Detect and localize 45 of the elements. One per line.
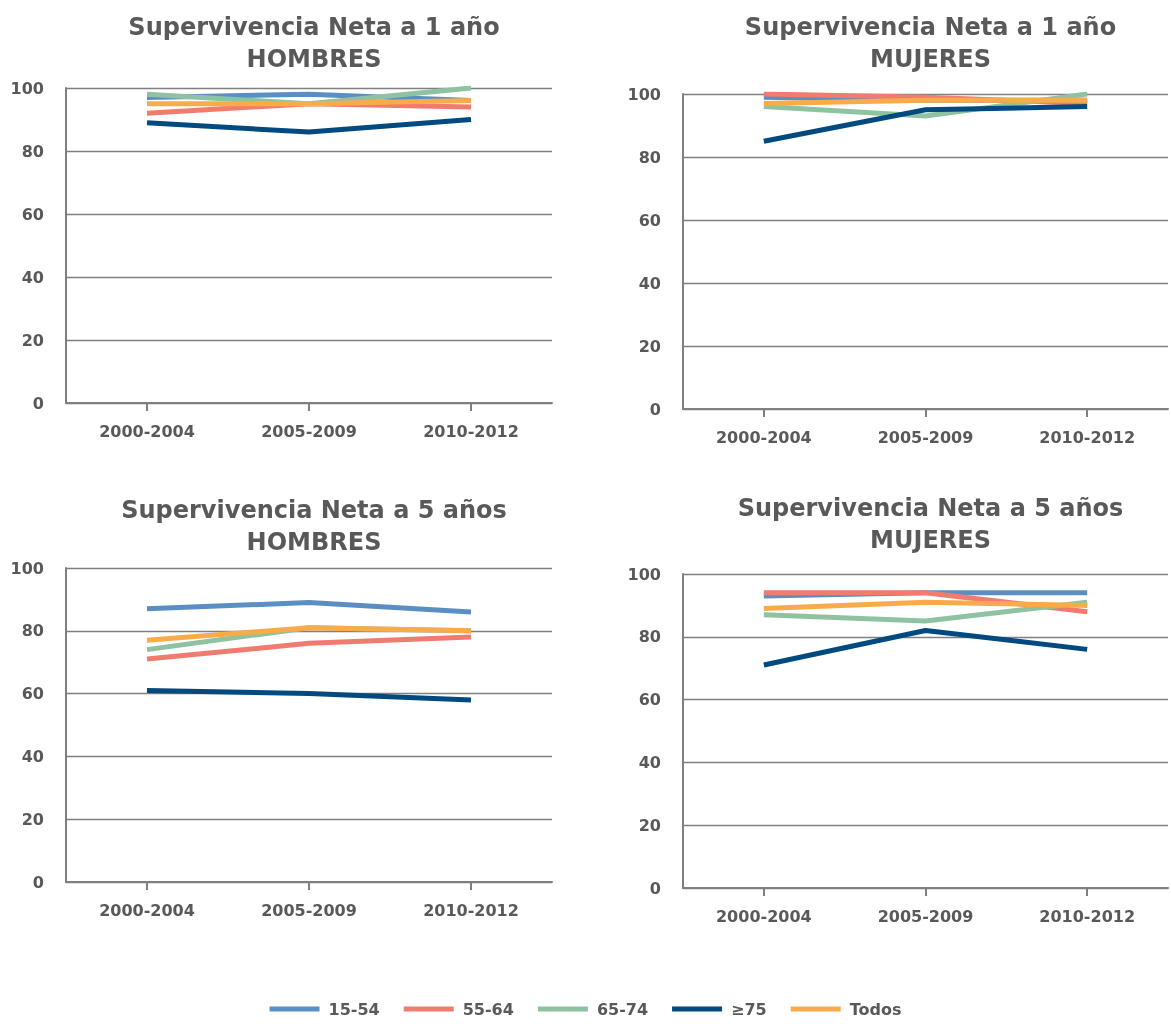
legend-label: Todos bbox=[849, 999, 902, 1019]
chart-title: Supervivencia Neta a 1 año HOMBRES bbox=[128, 13, 500, 73]
x-tick-label: 2010-2012 bbox=[423, 421, 519, 441]
y-tick-label: 100 bbox=[627, 84, 661, 104]
y-tick-label: 60 bbox=[638, 690, 661, 710]
x-tick-label: 2005-2009 bbox=[877, 427, 974, 447]
x-tick-label: 2010-2012 bbox=[423, 900, 519, 920]
x-tick-label: 2000-2004 bbox=[99, 900, 195, 920]
y-tick-label: 0 bbox=[649, 399, 661, 419]
legend-label: 65-74 bbox=[596, 999, 649, 1019]
y-tick-label: 20 bbox=[638, 336, 661, 356]
legend-label: 15-54 bbox=[328, 999, 380, 1019]
x-tick-label: 2000-2004 bbox=[715, 427, 812, 447]
y-tick-label: 40 bbox=[21, 746, 44, 766]
y-tick-label: 100 bbox=[627, 564, 661, 584]
y-tick-label: 40 bbox=[638, 752, 661, 772]
legend-label: 55-64 bbox=[462, 999, 514, 1019]
y-tick-label: 60 bbox=[638, 210, 661, 230]
x-tick-label: 2010-2012 bbox=[1039, 906, 1136, 926]
chart-title: Supervivencia Neta a 5 años HOMBRES bbox=[121, 496, 507, 556]
y-tick-label: 100 bbox=[10, 78, 44, 98]
y-tick-label: 0 bbox=[32, 393, 44, 413]
x-tick-label: 2005-2009 bbox=[261, 421, 357, 441]
y-tick-label: 0 bbox=[649, 878, 661, 898]
x-tick-label: 2005-2009 bbox=[877, 906, 974, 926]
x-tick-label: 2005-2009 bbox=[261, 900, 357, 920]
y-tick-label: 60 bbox=[21, 684, 44, 704]
y-tick-label: 80 bbox=[21, 621, 44, 641]
y-tick-label: 40 bbox=[21, 267, 44, 287]
y-tick-label: 20 bbox=[21, 330, 44, 350]
legend-label: ≥75 bbox=[731, 999, 767, 1019]
x-tick-label: 2000-2004 bbox=[715, 906, 812, 926]
y-tick-label: 100 bbox=[10, 558, 44, 578]
x-tick-label: 2010-2012 bbox=[1039, 427, 1136, 447]
y-tick-label: 80 bbox=[21, 141, 44, 161]
chart-title: Supervivencia Neta a 5 años MUJERES bbox=[737, 494, 1124, 554]
y-tick-label: 40 bbox=[638, 273, 661, 293]
y-tick-label: 0 bbox=[32, 872, 44, 892]
y-tick-label: 20 bbox=[638, 815, 661, 835]
y-tick-label: 60 bbox=[21, 204, 44, 224]
y-tick-label: 20 bbox=[21, 809, 44, 829]
x-tick-label: 2000-2004 bbox=[99, 421, 195, 441]
y-tick-label: 80 bbox=[638, 627, 661, 647]
y-tick-label: 80 bbox=[638, 147, 661, 167]
chart-title: Supervivencia Neta a 1 año MUJERES bbox=[744, 13, 1117, 73]
